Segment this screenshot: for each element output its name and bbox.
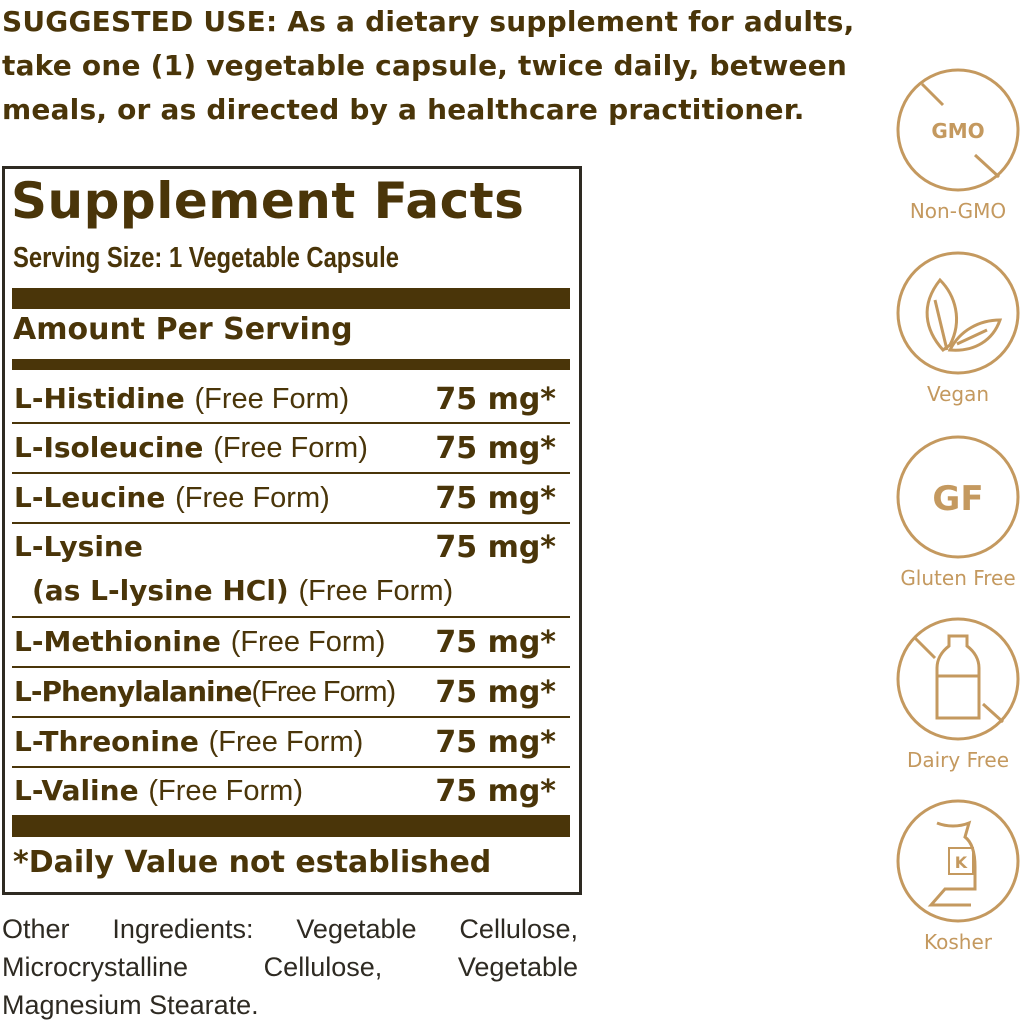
ingredient-form: (Free Form) — [175, 482, 330, 514]
ingredient-name: L-Valine — [14, 774, 139, 807]
ingredient-form: (Free Form) — [251, 676, 397, 708]
badge-kosher: K Kosher — [893, 798, 1023, 954]
ingredient-source: (as L-lysine HCl) — [32, 574, 289, 607]
badge-label: Kosher — [924, 930, 992, 954]
no-gmo-icon: GMO — [896, 68, 1020, 192]
ingredient-name: L-Phenylalanine — [14, 675, 253, 708]
ingredient-amount: 75 mg* — [435, 382, 556, 417]
svg-text:GF: GF — [932, 479, 983, 519]
ingredient-amount: 75 mg* — [435, 774, 556, 809]
divider-bar — [12, 288, 570, 309]
badge-label: Non-GMO — [909, 199, 1007, 223]
table-row: L-Threonine (Free Form) 75 mg* — [12, 718, 570, 768]
no-milk-bottle-icon — [896, 617, 1020, 741]
other-ingredients: Other Ingredients: Vegetable Cellulose, … — [2, 914, 578, 1020]
badge-non-gmo: GMO Non-GMO — [893, 67, 1023, 223]
ingredient-form: (Free Form) — [298, 575, 454, 607]
badge-label: Gluten Free — [900, 566, 1016, 590]
ingredient-form: (Free Form) — [213, 432, 368, 464]
ingredient-name: L-Lysine — [14, 530, 143, 563]
ingredient-form: (Free Form) — [148, 775, 303, 807]
table-row: L-Leucine (Free Form) 75 mg* — [12, 474, 570, 524]
ingredient-amount: 75 mg* — [435, 725, 556, 760]
divider-bar — [12, 815, 570, 837]
ingredient-amount: 75 mg* — [435, 625, 556, 660]
supplement-facts-title: Supplement Facts — [11, 172, 525, 230]
table-row: L-Valine (Free Form) 75 mg* — [12, 768, 570, 814]
suggested-use-text: SUGGESTED USE: As a dietary supplement f… — [2, 5, 855, 126]
kosher-icon: K — [896, 799, 1020, 923]
ingredient-amount: 75 mg* — [435, 431, 556, 466]
ingredient-name: L-Leucine — [14, 481, 166, 514]
daily-value-footnote: *Daily Value not established — [13, 845, 492, 880]
divider-bar — [12, 359, 570, 370]
gluten-free-icon: GF — [896, 435, 1020, 559]
table-row: L-Lysine (as L-lysine HCl) (Free Form) 7… — [12, 524, 570, 618]
table-row: L-Phenylalanine(Free Form) 75 mg* — [12, 668, 570, 718]
leaf-icon — [896, 251, 1020, 375]
svg-text:K: K — [955, 853, 968, 872]
ingredient-form: (Free Form) — [230, 626, 386, 658]
ingredient-amount: 75 mg* — [435, 675, 556, 710]
ingredient-amount: 75 mg* — [435, 530, 556, 565]
ingredient-amount: 75 mg* — [435, 481, 556, 516]
badge-dairy-free: Dairy Free — [893, 616, 1023, 772]
amount-per-serving-heading: Amount Per Serving — [13, 312, 353, 347]
supplement-facts-panel — [2, 166, 582, 895]
table-row: L-Isoleucine (Free Form) 75 mg* — [12, 424, 570, 474]
badge-vegan: Vegan — [893, 250, 1023, 406]
badge-label: Dairy Free — [906, 748, 1010, 772]
ingredient-name: L-Threonine — [14, 725, 199, 758]
badge-label: Vegan — [926, 382, 990, 406]
ingredient-form: (Free Form) — [208, 726, 364, 758]
serving-size: Serving Size: 1 Vegetable Capsule — [13, 242, 399, 274]
table-row: L-Methionine (Free Form) 75 mg* — [12, 618, 570, 668]
ingredient-name: L-Methionine — [14, 625, 221, 658]
ingredient-form: (Free Form) — [194, 383, 350, 415]
ingredient-name: L-Histidine — [14, 382, 185, 415]
svg-text:GMO: GMO — [931, 119, 984, 143]
ingredient-name: L-Isoleucine — [14, 431, 204, 464]
table-row: L-Histidine (Free Form) 75 mg* — [12, 374, 570, 424]
badge-gluten-free: GF Gluten Free — [893, 434, 1023, 590]
